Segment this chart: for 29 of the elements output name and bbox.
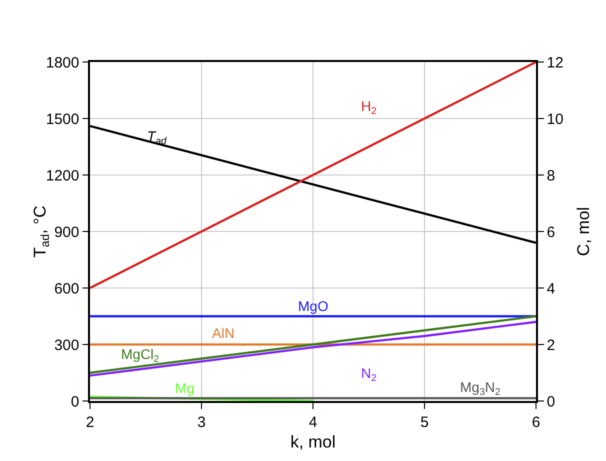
x-tick-label: 4: [308, 414, 318, 431]
series-label: MgO: [298, 298, 328, 314]
y2-tick-label: 8: [546, 167, 556, 184]
series-label: H$_{2}$: [361, 98, 377, 117]
y-tick-label: 600: [54, 280, 80, 298]
series-label: Mg: [175, 380, 194, 396]
x-tick-label: 2: [86, 414, 94, 431]
y2-tick-label: 10: [546, 110, 564, 128]
y-tick-label: 900: [54, 224, 80, 241]
x-tick-label: 6: [532, 414, 540, 431]
x-axis-title: k, mol: [290, 432, 336, 452]
line-series: [90, 62, 536, 290]
series-label: Mg$_{3}$N$_{2}$: [460, 379, 500, 398]
y-tick-label: 1200: [46, 167, 80, 184]
y2-tick-label: 2: [546, 336, 556, 354]
series-label: MgCl$_{2}$: [121, 346, 160, 365]
x-tick-label: 3: [197, 414, 206, 431]
series-label: AlN: [212, 325, 235, 341]
y-tick-label: 0: [70, 393, 80, 410]
y2-tick-label: 0: [546, 393, 556, 410]
x-tick-label: 5: [420, 414, 429, 431]
y-tick-label: 1800: [46, 54, 80, 72]
y2-tick-label: 6: [546, 224, 556, 241]
y-tick-label: 1500: [46, 110, 80, 128]
y2-tick-label: 4: [546, 280, 556, 298]
y2-axis-title: C, mol: [574, 206, 593, 256]
y-tick-label: 300: [54, 336, 80, 354]
series-label: N$_{2}$: [361, 365, 377, 384]
y2-tick-label: 12: [546, 54, 564, 72]
